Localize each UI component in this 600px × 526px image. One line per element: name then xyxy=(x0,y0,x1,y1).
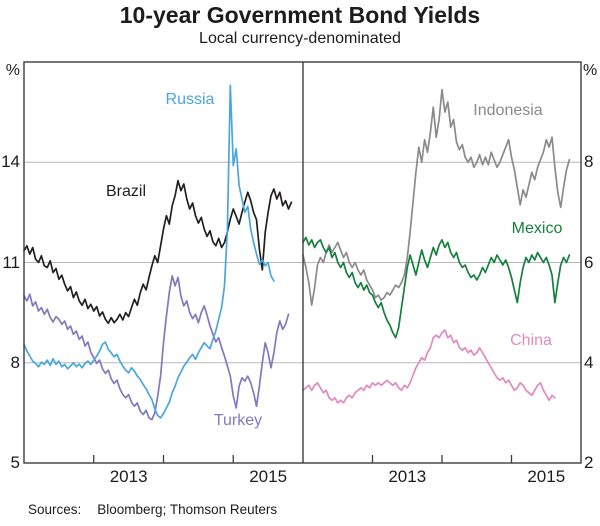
line-russia xyxy=(23,84,275,419)
y-axis-label-right-4: 4 xyxy=(584,352,594,372)
x-axis-year-right-2015: 2015 xyxy=(527,467,566,486)
series-label-mexico: Mexico xyxy=(511,220,563,237)
series-label-brazil: Brazil xyxy=(105,183,147,200)
x-axis-year-right-2013: 2013 xyxy=(388,467,427,486)
line-turkey xyxy=(23,275,290,421)
x-axis-year-left-2015: 2015 xyxy=(249,467,288,486)
source-label: Sources: xyxy=(28,502,82,517)
chart-subtitle: Local currency-denominated xyxy=(199,30,401,47)
line-brazil xyxy=(23,179,293,325)
y-axis-label-left-5: 5 xyxy=(10,453,20,472)
y-axis-label-right-2: 2 xyxy=(584,453,594,472)
chart-title: 10-year Government Bond Yields xyxy=(119,2,481,28)
y-axis-label-left-14: 14 xyxy=(1,152,20,172)
line-mexico xyxy=(302,236,571,339)
series-label-indonesia: Indonesia xyxy=(473,102,543,119)
y-axis-label-right-8: 8 xyxy=(584,152,594,172)
unit-label-right: % xyxy=(583,62,598,79)
series-label-turkey: Turkey xyxy=(213,412,263,429)
y-axis-label-right-6: 6 xyxy=(584,252,594,272)
line-indonesia xyxy=(302,88,571,306)
x-axis-year-left-2013: 2013 xyxy=(109,467,148,486)
y-axis-label-left-8: 8 xyxy=(10,352,20,372)
series-label-russia: Russia xyxy=(165,91,215,108)
series-label-china: China xyxy=(510,332,552,349)
y-axis-label-left-11: 11 xyxy=(2,252,20,272)
unit-label-left: % xyxy=(5,62,20,79)
source-text: Bloomberg; Thomson Reuters xyxy=(97,502,278,517)
line-china xyxy=(302,329,556,404)
source-note: Sources: Bloomberg; Thomson Reuters xyxy=(28,502,277,517)
